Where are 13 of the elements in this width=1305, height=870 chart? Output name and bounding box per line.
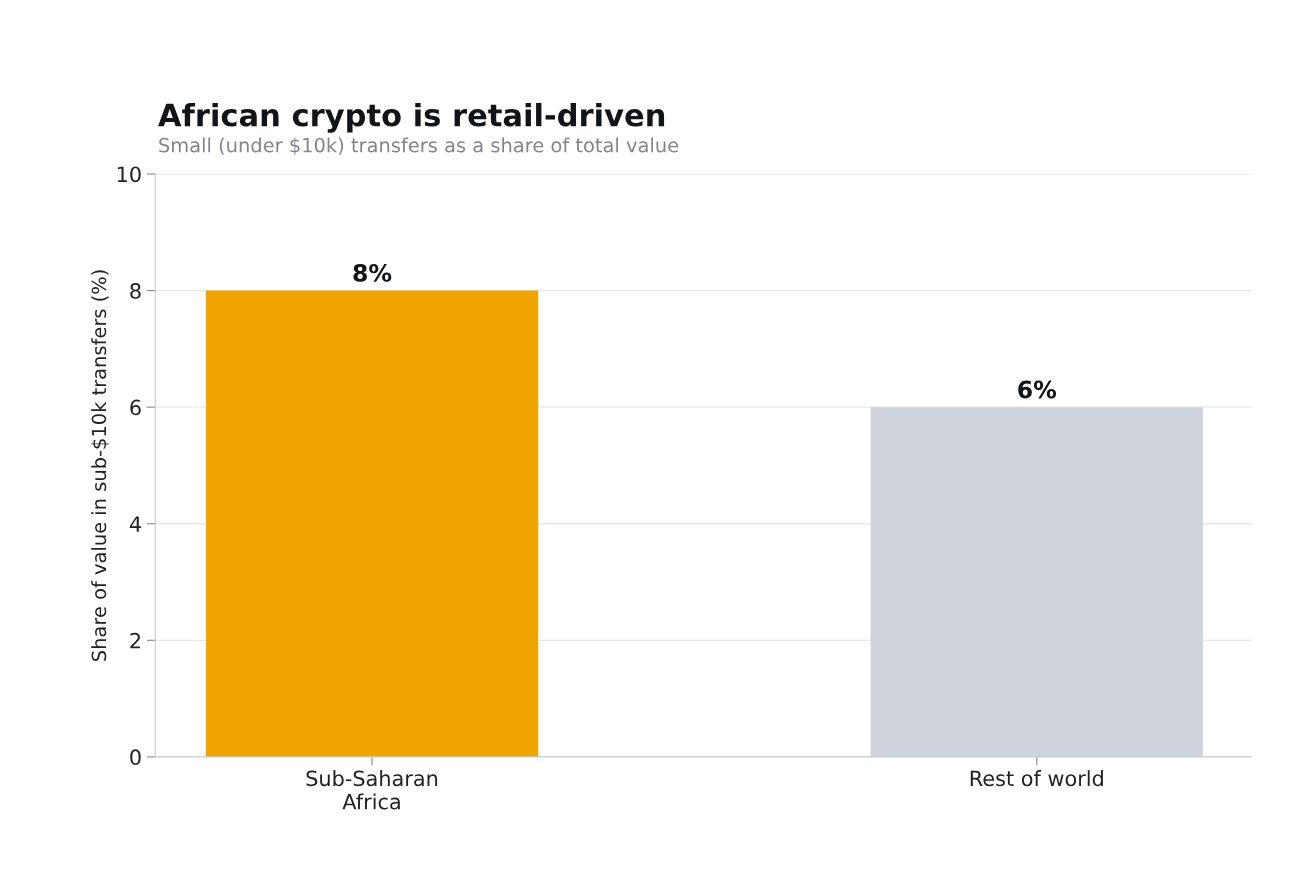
chart-subtitle: Small (under $10k) transfers as a share of total value (159, 137, 679, 156)
x-tick-label: Rest of world (970, 770, 1103, 787)
y-tick-label: 6 (130, 399, 141, 416)
x-tick-label: Sub-Saharan Africa (306, 770, 438, 810)
y-tick-label: 8 (130, 283, 141, 299)
data-label: 6% (1018, 380, 1057, 399)
data-label: 8% (353, 263, 392, 282)
y-tick-label: 2 (130, 632, 141, 649)
y-tick-label: 10 (117, 166, 141, 183)
y-axis-title: Share of value in sub-$10k transfers (%) (91, 270, 109, 661)
chart-title: African crypto is retail-driven (158, 102, 665, 133)
y-tick-label: 4 (129, 516, 141, 532)
y-tick-label: 0 (130, 749, 141, 766)
